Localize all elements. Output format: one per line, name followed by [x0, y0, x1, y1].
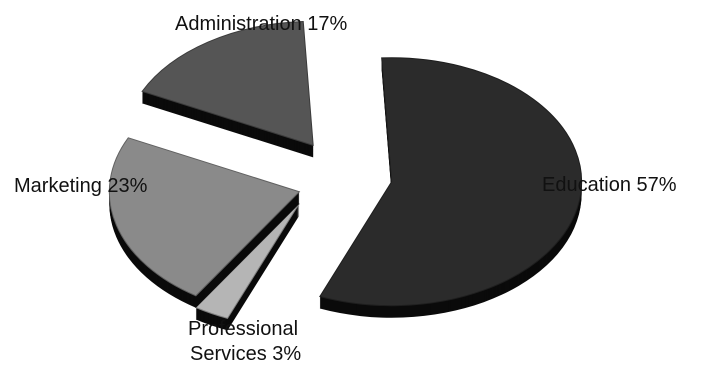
slice-top-education — [319, 57, 583, 307]
label-professional-services-line2: Services 3% — [190, 343, 301, 365]
slice-professional-services — [194, 203, 300, 331]
slice-top-administration — [141, 20, 314, 147]
label-marketing: Marketing 23% — [14, 175, 148, 197]
slice-top-marketing — [108, 137, 301, 297]
slice-education — [319, 57, 583, 318]
slice-administration — [141, 20, 314, 158]
label-professional-services-line1: Professional — [188, 318, 298, 340]
slice-marketing — [108, 137, 301, 308]
label-education: Education 57% — [542, 174, 677, 196]
label-administration: Administration 17% — [175, 13, 348, 35]
pie-slices — [108, 20, 583, 331]
